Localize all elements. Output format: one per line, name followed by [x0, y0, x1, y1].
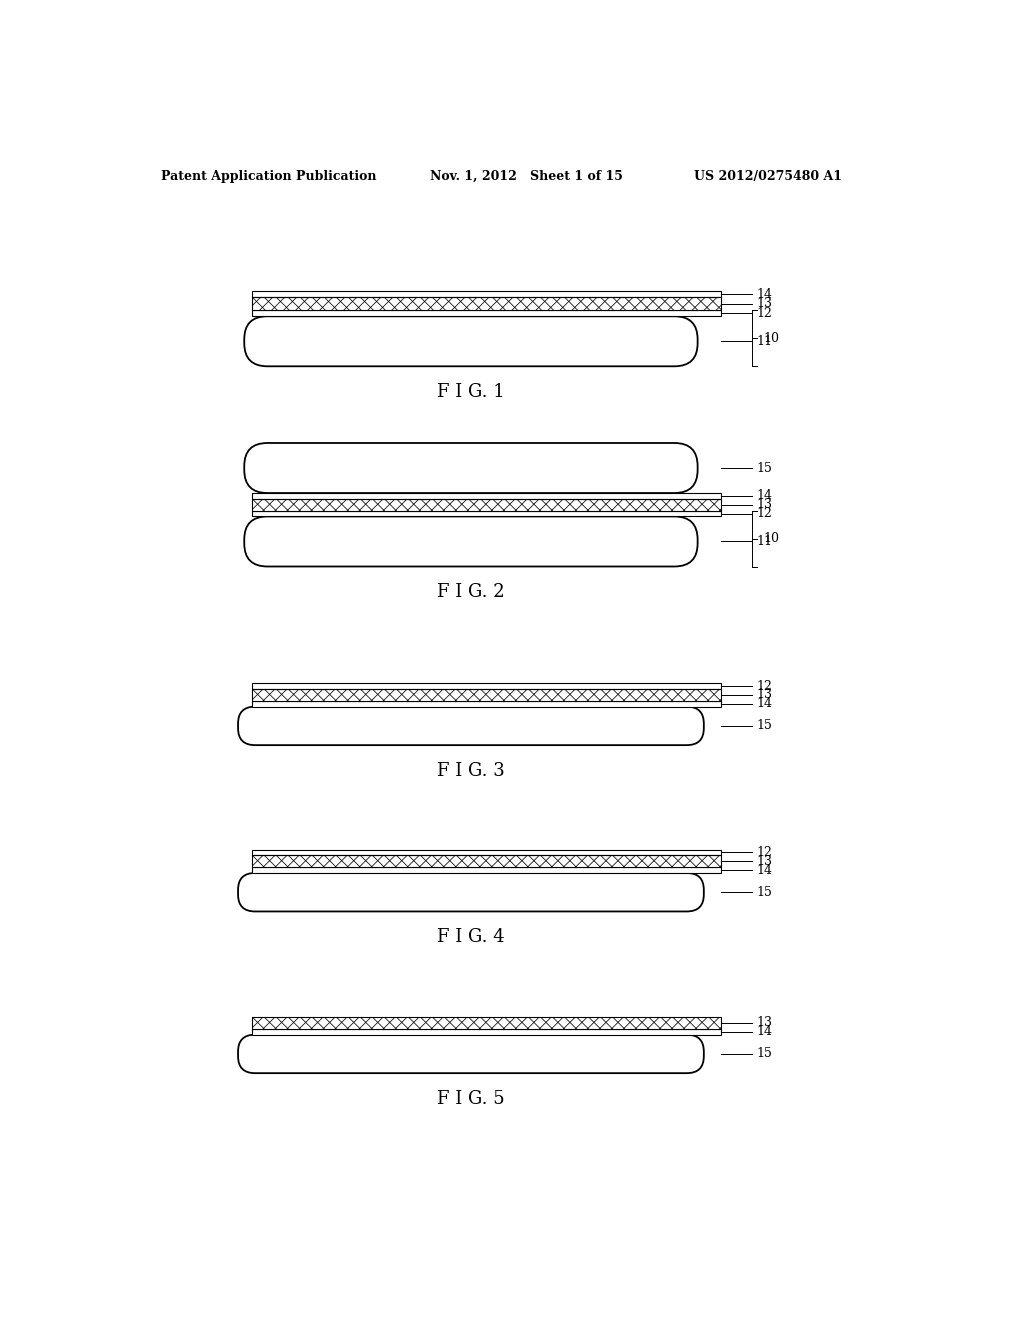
Text: 13: 13: [757, 498, 772, 511]
Bar: [252, 292, 721, 297]
FancyBboxPatch shape: [238, 873, 703, 912]
Text: 10: 10: [764, 532, 779, 545]
Bar: [252, 1016, 721, 1030]
Text: F I G. 1: F I G. 1: [437, 383, 505, 401]
FancyBboxPatch shape: [245, 516, 697, 566]
Text: 15: 15: [757, 1047, 772, 1060]
Text: 12: 12: [757, 680, 772, 693]
Bar: [252, 511, 721, 516]
Bar: [252, 855, 721, 867]
Bar: [252, 1016, 721, 1030]
Text: 15: 15: [757, 462, 772, 474]
Bar: [252, 867, 721, 873]
Bar: [252, 297, 721, 310]
Text: 10: 10: [764, 331, 779, 345]
Bar: [252, 310, 721, 317]
Bar: [252, 689, 721, 701]
Text: Patent Application Publication: Patent Application Publication: [161, 170, 376, 183]
Text: 13: 13: [757, 855, 772, 867]
Bar: [252, 850, 721, 855]
Text: 14: 14: [757, 697, 772, 710]
Text: F I G. 4: F I G. 4: [437, 928, 505, 946]
Text: 14: 14: [757, 288, 772, 301]
Text: F I G. 2: F I G. 2: [437, 583, 505, 602]
FancyBboxPatch shape: [238, 1035, 703, 1073]
Bar: [252, 855, 721, 867]
Text: 11: 11: [757, 535, 772, 548]
Bar: [252, 689, 721, 701]
Bar: [252, 494, 721, 499]
Text: 15: 15: [757, 719, 772, 733]
Text: F I G. 3: F I G. 3: [437, 762, 505, 780]
Bar: [252, 701, 721, 706]
Bar: [252, 1030, 721, 1035]
Bar: [252, 499, 721, 511]
Text: Nov. 1, 2012   Sheet 1 of 15: Nov. 1, 2012 Sheet 1 of 15: [430, 170, 624, 183]
Text: 12: 12: [757, 507, 772, 520]
Text: 13: 13: [757, 1016, 772, 1030]
Text: 13: 13: [757, 297, 772, 310]
FancyBboxPatch shape: [245, 317, 697, 367]
Bar: [252, 499, 721, 511]
Text: 14: 14: [757, 863, 772, 876]
Text: 13: 13: [757, 689, 772, 701]
Text: 14: 14: [757, 490, 772, 503]
Text: 14: 14: [757, 1026, 772, 1039]
FancyBboxPatch shape: [238, 706, 703, 744]
Text: 11: 11: [757, 335, 772, 347]
Text: 12: 12: [757, 306, 772, 319]
FancyBboxPatch shape: [245, 444, 697, 494]
Text: 12: 12: [757, 846, 772, 859]
Text: F I G. 5: F I G. 5: [437, 1090, 505, 1107]
Bar: [252, 684, 721, 689]
Bar: [252, 297, 721, 310]
Text: US 2012/0275480 A1: US 2012/0275480 A1: [693, 170, 842, 183]
Text: 15: 15: [757, 886, 772, 899]
